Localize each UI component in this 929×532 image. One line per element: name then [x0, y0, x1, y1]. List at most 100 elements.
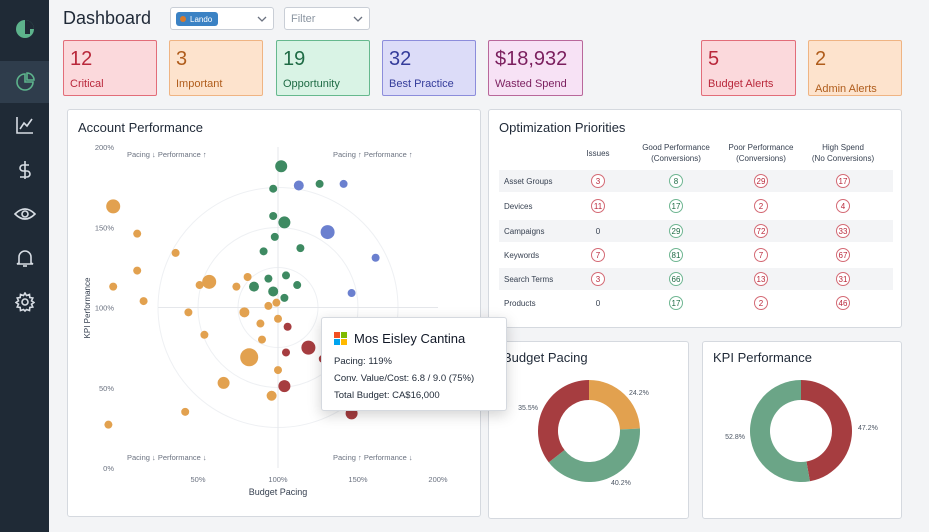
- donut-slice[interactable]: [548, 428, 640, 482]
- scatter-point-orange[interactable]: [181, 407, 190, 416]
- scatter-point-orange[interactable]: [104, 420, 113, 429]
- count-badge[interactable]: 3: [591, 174, 605, 188]
- line-chart-icon[interactable]: [0, 104, 49, 146]
- donut-slice[interactable]: [801, 380, 852, 482]
- count-badge[interactable]: 7: [754, 248, 768, 262]
- scatter-point-orange[interactable]: [239, 307, 250, 318]
- scatter-point-green[interactable]: [268, 286, 279, 297]
- scatter-point-green[interactable]: [269, 212, 278, 221]
- scatter-point-blue[interactable]: [371, 253, 380, 262]
- kpi-card-best-practice[interactable]: 32 Best Practice: [382, 40, 476, 96]
- scatter-point-orange[interactable]: [171, 248, 180, 257]
- scatter-point-green[interactable]: [269, 184, 278, 193]
- bell-icon[interactable]: [0, 237, 49, 279]
- gear-icon[interactable]: [0, 281, 49, 323]
- count-badge[interactable]: 0: [595, 226, 601, 236]
- count-badge[interactable]: 29: [754, 174, 768, 188]
- count-badge[interactable]: 0: [595, 298, 601, 308]
- row-label: Search Terms: [504, 275, 554, 284]
- scatter-point-orange[interactable]: [258, 335, 266, 344]
- kpi-card-opportunity[interactable]: 19 Opportunity: [276, 40, 370, 96]
- count-badge[interactable]: 81: [669, 248, 683, 262]
- scatter-point-blue[interactable]: [320, 225, 335, 240]
- scatter-point-orange[interactable]: [272, 298, 281, 307]
- scatter-point-green[interactable]: [280, 293, 289, 302]
- pie-chart-icon[interactable]: [0, 61, 49, 103]
- table-row[interactable]: Campaigns 0 29 72 33: [499, 220, 893, 242]
- kpi-card-admin-alerts[interactable]: 2 Admin Alerts: [808, 40, 902, 96]
- donut-slice[interactable]: [538, 380, 589, 463]
- count-badge[interactable]: 7: [591, 248, 605, 262]
- scatter-point-orange[interactable]: [266, 390, 277, 401]
- scatter-point-orange[interactable]: [217, 376, 230, 389]
- count-badge[interactable]: 4: [836, 199, 850, 213]
- scatter-point-green[interactable]: [270, 232, 279, 241]
- scatter-point-orange[interactable]: [133, 229, 142, 238]
- scatter-point-orange[interactable]: [240, 348, 259, 367]
- kpi-card-critical[interactable]: 12 Critical: [63, 40, 157, 96]
- account-select[interactable]: Lando: [170, 7, 274, 30]
- table-row[interactable]: Search Terms 3 66 13 31: [499, 268, 893, 290]
- scatter-point-orange[interactable]: [139, 297, 148, 306]
- scatter-point-orange[interactable]: [232, 282, 241, 291]
- scatter-point-orange[interactable]: [184, 308, 193, 317]
- scatter-point-green[interactable]: [259, 247, 268, 256]
- count-badge[interactable]: 31: [836, 272, 850, 286]
- count-badge[interactable]: 13: [754, 272, 768, 286]
- scatter-point-green[interactable]: [275, 160, 288, 173]
- scatter-point-blue[interactable]: [339, 179, 348, 188]
- count-badge[interactable]: 66: [669, 272, 683, 286]
- count-badge[interactable]: 8: [669, 174, 683, 188]
- scatter-point-green[interactable]: [282, 271, 290, 280]
- scatter-point-orange[interactable]: [133, 266, 142, 275]
- logo-icon[interactable]: [0, 8, 49, 50]
- scatter-point-green[interactable]: [264, 274, 273, 283]
- scatter-point-blue[interactable]: [347, 289, 356, 298]
- scatter-point-green[interactable]: [249, 281, 259, 292]
- table-row[interactable]: Products 0 17 2 46: [499, 292, 893, 314]
- count-badge[interactable]: 67: [836, 248, 850, 262]
- scatter-point-green[interactable]: [293, 281, 302, 290]
- table-row[interactable]: Asset Groups 3 8 29 17: [499, 170, 893, 192]
- donut-slice[interactable]: [750, 380, 810, 482]
- scatter-point-orange[interactable]: [243, 273, 252, 282]
- table-row[interactable]: Devices 11 17 2 4: [499, 195, 893, 217]
- scatter-point-orange[interactable]: [195, 281, 204, 290]
- scatter-point-red[interactable]: [278, 380, 291, 393]
- count-badge[interactable]: 2: [754, 296, 768, 310]
- filter-select[interactable]: Filter: [284, 7, 370, 30]
- scatter-point-green[interactable]: [315, 179, 324, 188]
- count-badge[interactable]: 29: [669, 224, 683, 238]
- count-badge[interactable]: 46: [836, 296, 850, 310]
- scatter-point-green[interactable]: [278, 216, 291, 229]
- scatter-point-green[interactable]: [296, 244, 305, 253]
- scatter-point-red[interactable]: [301, 340, 316, 355]
- count-badge[interactable]: 11: [591, 199, 605, 213]
- kpi-card-wasted-spend[interactable]: $18,932 Wasted Spend: [488, 40, 583, 96]
- scatter-point-blue[interactable]: [293, 180, 304, 191]
- scatter-point-orange[interactable]: [274, 366, 282, 375]
- count-badge[interactable]: 2: [754, 199, 768, 213]
- donut-slice[interactable]: [589, 380, 640, 430]
- eye-icon[interactable]: [0, 193, 49, 235]
- count-badge[interactable]: 17: [669, 199, 683, 213]
- scatter-point-orange[interactable]: [264, 301, 273, 310]
- scatter-point-orange[interactable]: [106, 199, 121, 214]
- count-badge[interactable]: 3: [591, 272, 605, 286]
- count-badge[interactable]: 33: [836, 224, 850, 238]
- count-badge[interactable]: 17: [836, 174, 850, 188]
- dollar-icon[interactable]: [0, 149, 49, 191]
- kpi-card-budget-alerts[interactable]: 5 Budget Alerts: [701, 40, 796, 96]
- scatter-point-orange[interactable]: [200, 330, 209, 339]
- scatter-point-orange[interactable]: [256, 319, 265, 328]
- scatter-point-red[interactable]: [283, 322, 292, 331]
- kpi-card-important[interactable]: 3 Important: [169, 40, 263, 96]
- scatter-point-red[interactable]: [282, 348, 290, 357]
- scatter-point-orange[interactable]: [274, 314, 282, 323]
- table-row[interactable]: Keywords 7 81 7 67: [499, 244, 893, 266]
- count-badge[interactable]: 72: [754, 224, 768, 238]
- scatter-point-orange[interactable]: [202, 274, 217, 289]
- scatter-point-orange[interactable]: [109, 282, 118, 291]
- count-badge[interactable]: 17: [669, 296, 683, 310]
- panel-title: KPI Performance: [713, 350, 812, 365]
